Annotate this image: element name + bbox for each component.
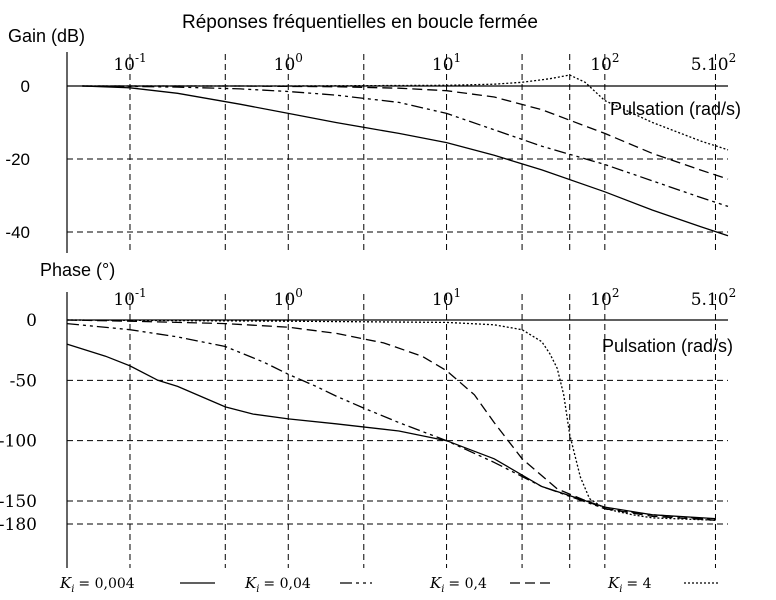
series-line-ki_4: [66, 319, 716, 521]
y-tick-label: -150: [0, 492, 37, 512]
legend-label-ki_4: Ki = 4: [607, 574, 652, 595]
x-tick-label: 100: [274, 286, 303, 310]
y-tick-label: -100: [0, 432, 37, 452]
series-line-ki_004: [82, 85, 729, 208]
y-tick-label: -50: [10, 371, 37, 391]
y-axis-label: Phase (°): [40, 260, 115, 280]
legend: Ki = 0,004 Ki = 0,04 Ki = 0,4 Ki = 4: [59, 574, 718, 595]
y-tick-label: -20: [5, 150, 30, 169]
series-line-ki_0004: [82, 85, 729, 237]
x-tick-label: 5.102: [691, 286, 737, 310]
phase-panel: 0 -50 -100 -150 -180 10-1 100 101 102 5.102 Phase …: [0, 260, 736, 568]
x-tick-label: 102: [590, 51, 619, 75]
x-tick-label: 10-1: [113, 286, 146, 310]
x-tick-label: 100: [274, 51, 303, 75]
series-line-ki_04: [82, 85, 729, 180]
y-axis-label: Gain (dB): [8, 26, 85, 46]
gain-panel: 0 -20 -40 10-1 100 101 102 5.102 Gain (dB) Pulsat…: [5, 26, 741, 253]
series-line-ki_0004: [66, 343, 716, 520]
y-tick-label: 0: [21, 77, 30, 96]
legend-label-ki_0004: Ki = 0,004: [59, 574, 135, 595]
legend-label-ki_004: Ki = 0,04: [244, 574, 311, 595]
y-tick-label: -40: [5, 223, 30, 242]
y-tick-label: -180: [0, 515, 37, 535]
x-tick-label: 102: [590, 286, 619, 310]
x-tick-label: 101: [432, 51, 461, 75]
x-axis-label: Pulsation (rad/s): [602, 336, 733, 356]
y-tick-label: 0: [26, 311, 37, 331]
x-tick-label: 10-1: [113, 51, 146, 75]
x-tick-label: 101: [432, 286, 461, 310]
x-axis-label: Pulsation (rad/s): [610, 99, 741, 119]
legend-label-ki_04: Ki = 0,4: [429, 574, 487, 595]
x-tick-label: 5.102: [691, 51, 737, 75]
series-line-ki_4: [82, 74, 729, 151]
chart-title: Réponses fréquentielles en boucle fermée: [182, 12, 538, 33]
